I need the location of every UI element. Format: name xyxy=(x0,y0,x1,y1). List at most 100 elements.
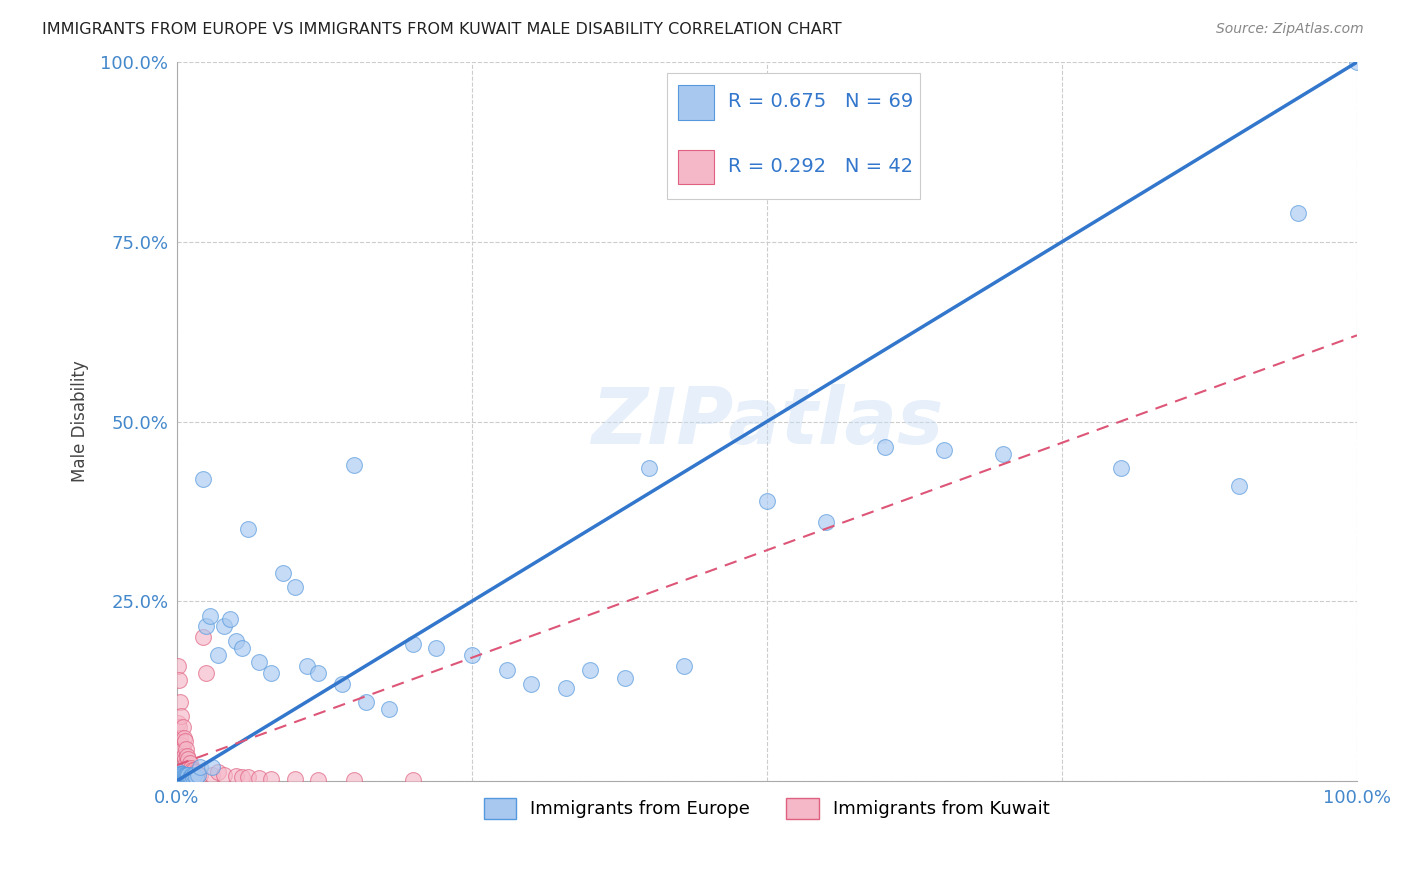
Point xyxy=(195,666,218,681)
Point xyxy=(236,522,259,536)
Point xyxy=(180,770,202,784)
Point xyxy=(1109,461,1132,475)
Point xyxy=(260,666,283,681)
Point xyxy=(174,768,197,782)
Text: R = 0.675   N = 69: R = 0.675 N = 69 xyxy=(728,92,912,112)
Point xyxy=(402,637,425,651)
Point xyxy=(167,766,190,780)
Point xyxy=(578,663,600,677)
Point xyxy=(184,770,207,784)
Point xyxy=(172,720,194,734)
Point xyxy=(814,515,837,529)
Point xyxy=(260,772,283,786)
Point xyxy=(181,763,204,777)
Point xyxy=(198,608,221,623)
Y-axis label: Male Disability: Male Disability xyxy=(72,360,89,483)
Point xyxy=(170,738,193,752)
Point xyxy=(212,767,235,781)
Point xyxy=(180,761,202,775)
Point xyxy=(169,695,191,709)
Point xyxy=(183,768,205,782)
Point xyxy=(555,681,578,695)
Point xyxy=(169,768,191,782)
Point xyxy=(167,716,190,731)
Point xyxy=(174,756,197,770)
Point xyxy=(187,766,209,780)
Point xyxy=(295,659,318,673)
Bar xyxy=(678,150,714,185)
Point xyxy=(174,741,197,756)
Point xyxy=(181,768,204,782)
Point xyxy=(378,702,401,716)
Point xyxy=(177,770,200,784)
Legend: Immigrants from Europe, Immigrants from Kuwait: Immigrants from Europe, Immigrants from … xyxy=(477,790,1057,826)
Point xyxy=(177,761,200,775)
Point xyxy=(225,633,247,648)
Point xyxy=(614,671,637,685)
Point xyxy=(637,461,659,475)
Point xyxy=(176,759,198,773)
Point xyxy=(174,770,197,784)
Point xyxy=(172,768,194,782)
Point xyxy=(188,767,211,781)
Point xyxy=(402,772,425,787)
Point xyxy=(343,772,366,787)
Point xyxy=(231,770,253,784)
Point xyxy=(236,771,259,785)
Point xyxy=(172,770,194,784)
Point xyxy=(755,493,778,508)
Point xyxy=(191,472,214,486)
Point xyxy=(330,677,353,691)
Point xyxy=(167,768,190,782)
Point xyxy=(174,768,197,782)
Point xyxy=(461,648,484,663)
Point xyxy=(167,720,190,734)
Point xyxy=(991,447,1014,461)
Point xyxy=(177,752,200,766)
Point xyxy=(496,663,519,677)
Point xyxy=(173,748,195,763)
Point xyxy=(247,771,270,785)
Point xyxy=(187,768,209,782)
Point xyxy=(307,772,329,787)
Point xyxy=(172,741,194,756)
Point xyxy=(212,619,235,633)
Point xyxy=(174,770,197,784)
Point xyxy=(1346,55,1368,70)
Point xyxy=(167,673,190,688)
Bar xyxy=(678,85,714,120)
Text: Source: ZipAtlas.com: Source: ZipAtlas.com xyxy=(1216,22,1364,37)
Point xyxy=(354,695,377,709)
Point xyxy=(218,612,240,626)
Point xyxy=(195,619,218,633)
Text: ZIPatlas: ZIPatlas xyxy=(591,384,943,459)
Point xyxy=(167,765,190,780)
Point xyxy=(932,443,955,458)
Point xyxy=(174,752,197,766)
Point xyxy=(167,659,190,673)
Point xyxy=(184,765,207,780)
Point xyxy=(169,766,191,780)
Point xyxy=(1286,206,1309,220)
Point xyxy=(176,748,198,763)
Text: IMMIGRANTS FROM EUROPE VS IMMIGRANTS FROM KUWAIT MALE DISABILITY CORRELATION CHA: IMMIGRANTS FROM EUROPE VS IMMIGRANTS FRO… xyxy=(42,22,842,37)
Text: R = 0.292   N = 42: R = 0.292 N = 42 xyxy=(728,157,912,176)
Point xyxy=(170,766,193,780)
FancyBboxPatch shape xyxy=(666,73,921,199)
Point xyxy=(173,768,195,782)
Point xyxy=(207,648,229,663)
Point xyxy=(179,770,201,784)
Point xyxy=(169,731,191,745)
Point xyxy=(673,659,696,673)
Point xyxy=(173,770,195,784)
Point xyxy=(231,640,253,655)
Point xyxy=(201,768,224,782)
Point xyxy=(520,677,543,691)
Point xyxy=(307,666,329,681)
Point xyxy=(1227,479,1250,493)
Point xyxy=(167,768,190,782)
Point xyxy=(343,458,366,472)
Point xyxy=(188,759,211,773)
Point xyxy=(176,768,198,782)
Point xyxy=(176,770,198,784)
